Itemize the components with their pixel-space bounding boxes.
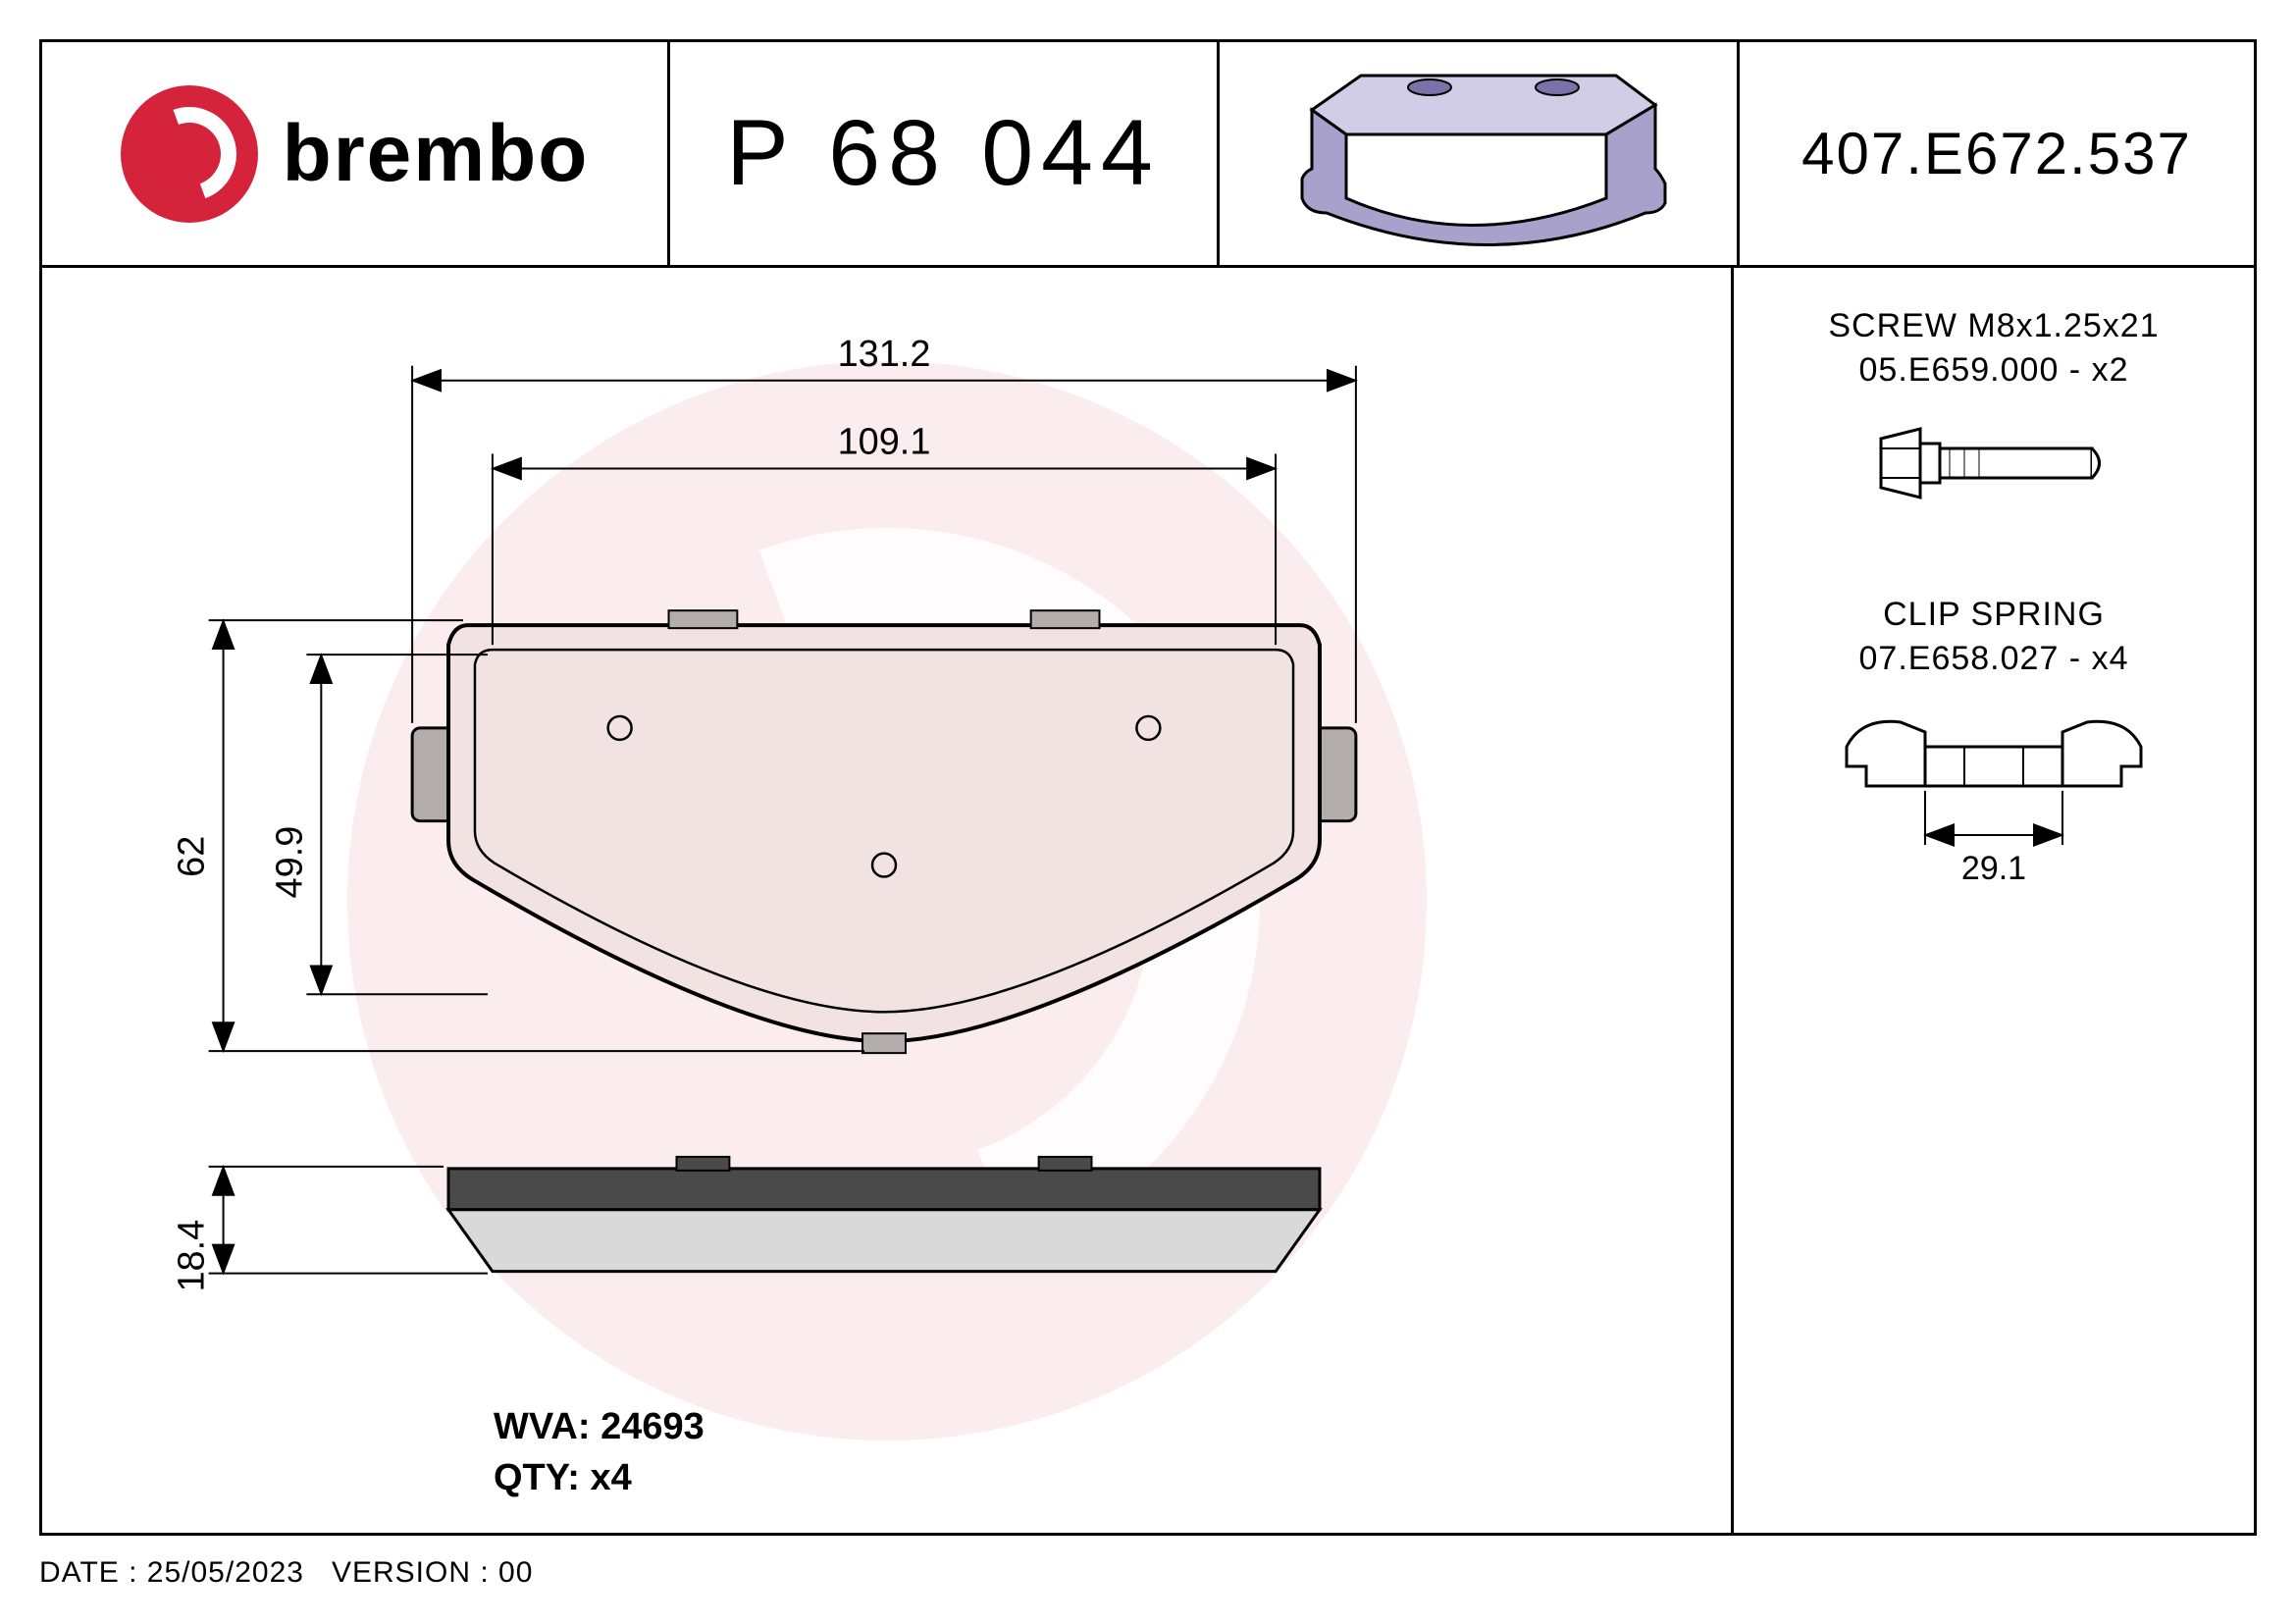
clip-dimension-value: 29.1	[1961, 850, 2026, 887]
accessories-panel: SCREW M8x1.25x21 05.E659.000 - x2 CLIP S…	[1734, 268, 2254, 1533]
body-row: 131.2 109.1 62	[42, 268, 2254, 1533]
technical-drawing: 131.2 109.1 62	[42, 268, 1731, 1533]
qty-label: QTY:	[494, 1457, 580, 1498]
accessory-clip: CLIP SPRING 07.E658.027 - x4 29.1	[1763, 596, 2224, 914]
footer-date-label: DATE :	[39, 1556, 137, 1589]
clip-code: 07.E658.027 - x4	[1763, 640, 2224, 678]
dim-width-outer-value: 131.2	[838, 334, 931, 375]
clip-spring-icon: 29.1	[1807, 698, 2180, 914]
footer-version-value: 00	[498, 1556, 533, 1589]
part-number-cell: P 68 044	[670, 42, 1220, 265]
meta-block: WVA: 24693 QTY: x4	[494, 1402, 704, 1503]
secondary-number-cell: 407.E672.537	[1740, 42, 2254, 265]
brand-cell: brembo	[42, 42, 670, 265]
brand-logo: brembo	[121, 85, 590, 223]
pad-edge-view	[448, 1157, 1320, 1272]
wva-value: 24693	[600, 1406, 704, 1447]
dim-thickness-value: 18.4	[172, 1220, 213, 1292]
dim-height-outer-value: 62	[172, 836, 213, 877]
footer-date-value: 25/05/2023	[147, 1556, 304, 1589]
thumbnail-cell	[1220, 42, 1740, 265]
wva-label: WVA:	[494, 1406, 591, 1447]
footer-version-label: VERSION :	[332, 1556, 490, 1589]
clip-title: CLIP SPRING	[1763, 596, 2224, 634]
qty-value: x4	[591, 1457, 632, 1498]
pad-front-view	[412, 610, 1356, 1053]
header-row: brembo P 68 044 407.E672.537	[42, 42, 2254, 268]
screw-icon	[1866, 409, 2121, 517]
dim-height-inner-value: 49.9	[269, 826, 310, 899]
pad-3d-thumbnail-icon	[1273, 56, 1685, 252]
accessory-screw: SCREW M8x1.25x21 05.E659.000 - x2	[1763, 307, 2224, 517]
secondary-number: 407.E672.537	[1801, 120, 2192, 187]
brand-name: brembo	[283, 108, 590, 200]
drawing-frame: brembo P 68 044 407.E672.537	[39, 39, 2257, 1536]
brand-mark-icon	[121, 85, 258, 223]
dimension-thickness: 18.4	[172, 1167, 488, 1292]
dimension-width-inner: 109.1	[493, 422, 1276, 646]
part-number: P 68 044	[726, 100, 1161, 207]
footer: DATE : 25/05/2023 VERSION : 00	[39, 1556, 533, 1590]
dim-width-inner-value: 109.1	[838, 422, 931, 463]
screw-code: 05.E659.000 - x2	[1763, 351, 2224, 390]
main-drawing-panel: 131.2 109.1 62	[42, 268, 1734, 1533]
screw-title: SCREW M8x1.25x21	[1763, 307, 2224, 345]
